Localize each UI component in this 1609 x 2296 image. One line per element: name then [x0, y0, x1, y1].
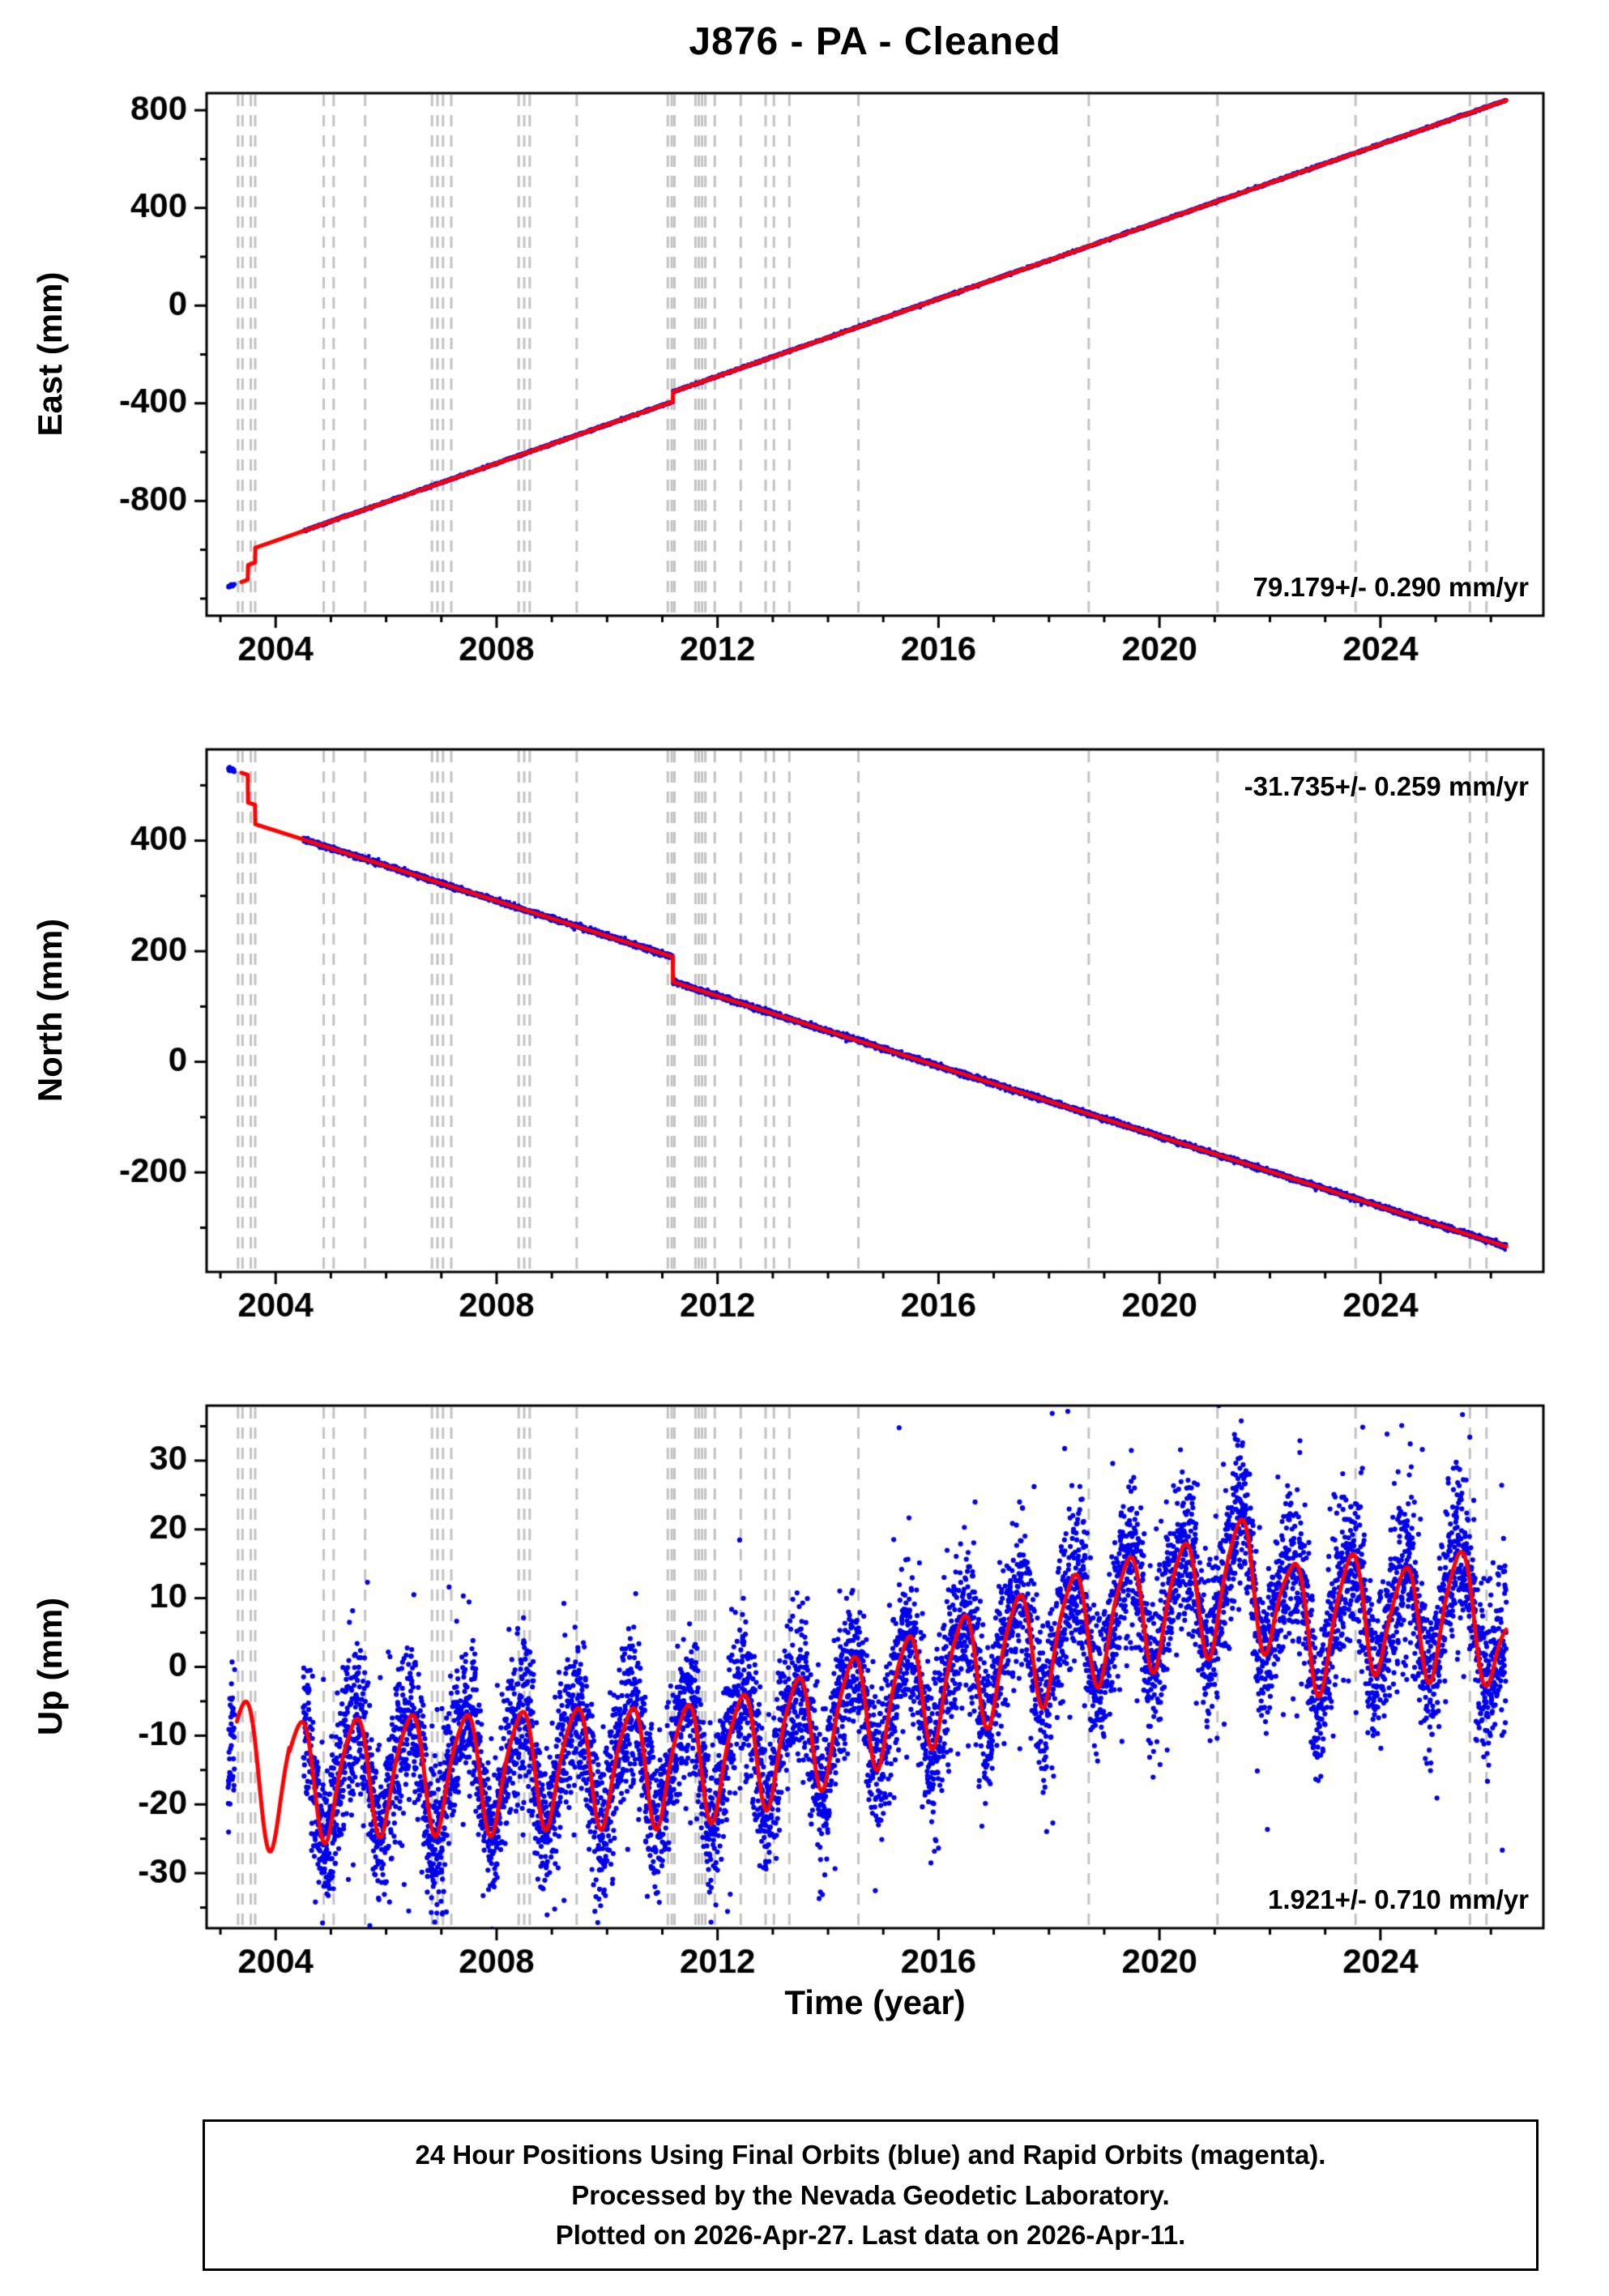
footer-line-processed: Processed by the Nevada Geodetic Laborat…: [571, 2179, 1170, 2210]
page-title: J876 - PA - Cleaned: [689, 20, 1061, 63]
up-rate-annotation: 1.921+/- 0.710 mm/yr: [1268, 1884, 1529, 1914]
footer-line-orbits: 24 Hour Positions Using Final Orbits (bl…: [415, 2140, 1326, 2170]
east-axis-label: East (mm): [31, 271, 69, 437]
north-rate-annotation: -31.735+/- 0.259 mm/yr: [1244, 771, 1529, 801]
footer-line-dates: Plotted on 2026-Apr-27. Last data on 202…: [555, 2220, 1186, 2250]
footer-note: 24 Hour Positions Using Final Orbits (bl…: [203, 2119, 1539, 2271]
time-axis-label: Time (year): [784, 1983, 966, 2021]
up-axis-label: Up (mm): [31, 1597, 69, 1736]
east-rate-annotation: 79.179+/- 0.290 mm/yr: [1253, 572, 1529, 602]
north-axis-label: North (mm): [31, 918, 69, 1103]
